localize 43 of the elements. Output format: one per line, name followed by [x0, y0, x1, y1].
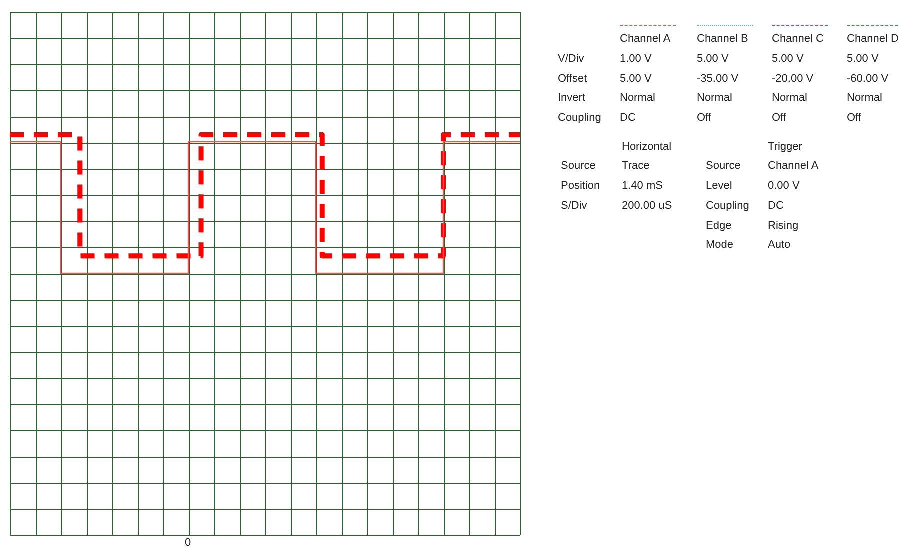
- text: DC: [768, 200, 784, 212]
- text: 5.00 V: [620, 73, 652, 85]
- text: Normal: [697, 92, 732, 104]
- text: S/Div: [561, 200, 588, 212]
- text: Coupling: [706, 200, 750, 212]
- text: Channel C: [772, 33, 824, 45]
- text: DC: [620, 112, 636, 124]
- text: Channel D: [847, 33, 899, 45]
- text: 5.00 V: [697, 53, 729, 65]
- text: 5.00 V: [847, 53, 879, 65]
- text: Trace: [622, 160, 650, 172]
- text: Mode: [706, 239, 734, 251]
- text: Normal: [847, 92, 882, 104]
- text: Auto: [768, 239, 791, 251]
- text: Off: [697, 112, 712, 124]
- text: 1.40 mS: [622, 180, 663, 192]
- text: -35.00 V: [697, 73, 739, 85]
- text: Channel A: [768, 160, 819, 172]
- text: Off: [847, 112, 862, 124]
- text: V/Div: [558, 53, 584, 65]
- text: Offset: [558, 73, 588, 85]
- text: Channel A: [620, 33, 671, 45]
- text: 0.00 V: [768, 180, 800, 192]
- text: 1.00 V: [620, 53, 652, 65]
- text: 0: [185, 537, 192, 549]
- text: Off: [772, 112, 786, 124]
- text: Position: [561, 180, 600, 192]
- text: Normal: [772, 92, 808, 104]
- text: Edge: [706, 220, 732, 232]
- text: Source: [706, 160, 741, 172]
- text: Rising: [768, 220, 799, 232]
- text: 5.00 V: [772, 53, 804, 65]
- text: Horizontal: [622, 141, 672, 153]
- text: Normal: [620, 92, 656, 104]
- text: -60.00 V: [847, 73, 889, 85]
- text: Coupling: [558, 112, 602, 124]
- text: Level: [706, 180, 732, 192]
- text: -20.00 V: [772, 73, 814, 85]
- text: 200.00 uS: [622, 200, 672, 212]
- text: Source: [561, 160, 596, 172]
- text: Channel B: [697, 33, 748, 45]
- text: Trigger: [768, 141, 802, 153]
- text: Invert: [558, 92, 586, 104]
